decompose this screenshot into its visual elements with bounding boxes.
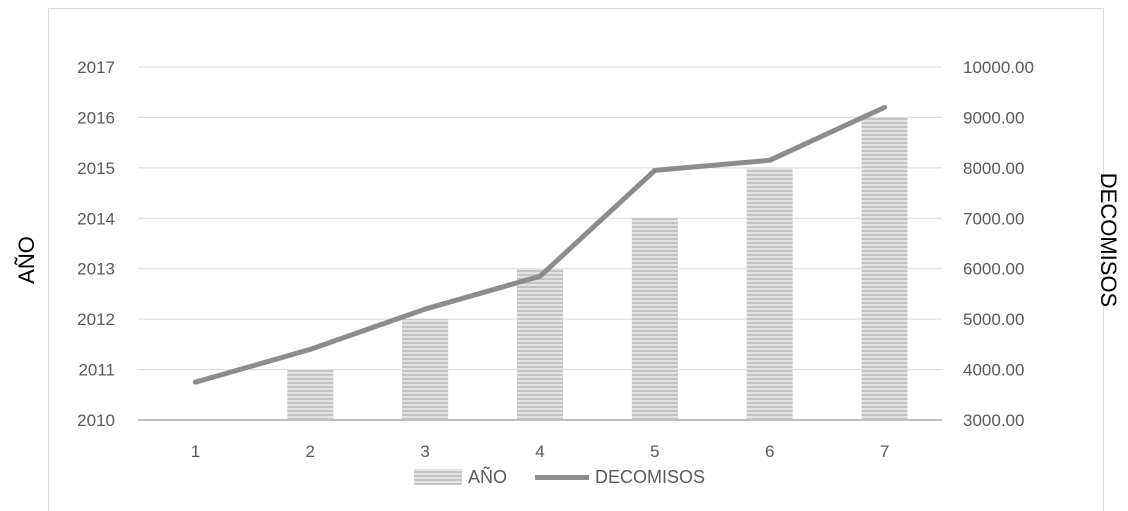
y-right-tick-label: 6000.00 (963, 260, 1024, 279)
y-left-tick-label: 2017 (77, 58, 115, 77)
y-left-tick-label: 2015 (77, 159, 115, 178)
y-right-tick-label: 5000.00 (963, 310, 1024, 329)
x-tick-label: 7 (880, 442, 889, 461)
legend-swatch-bar (414, 469, 462, 485)
bar (746, 167, 793, 420)
x-tick-label: 3 (420, 442, 429, 461)
x-tick-label: 1 (191, 442, 200, 461)
chart-frame (48, 8, 1104, 511)
y-left-tick-label: 2013 (77, 260, 115, 279)
bar (517, 268, 563, 420)
y-right-tick-label: 7000.00 (963, 209, 1024, 228)
x-tick-label: 6 (765, 442, 774, 461)
y-right-tick-label: 10000.00 (963, 58, 1034, 77)
legend-swatch-line (535, 474, 590, 480)
legend-label-line: DECOMISOS (595, 466, 706, 487)
y-left-tick-label: 2016 (77, 108, 115, 127)
y-right-tick-label: 4000.00 (963, 361, 1024, 380)
tick-labels: 2010 2011 2012 2013 2014 2015 2016 2017 3000.00 4… (77, 58, 1034, 461)
legend: AÑO DECOMISOS (414, 464, 733, 490)
y-right-tick-label: 8000.00 (963, 159, 1024, 178)
bar (631, 218, 678, 420)
bar-series (287, 117, 908, 420)
x-tick-label: 5 (650, 442, 659, 461)
bar (402, 319, 449, 420)
legend-item-bar: AÑO (414, 467, 507, 488)
legend-label-bar: AÑO (468, 466, 508, 487)
x-tick-label: 4 (535, 442, 544, 461)
y-left-tick-label: 2014 (77, 209, 115, 228)
x-tick-label: 2 (306, 442, 315, 461)
y-right-tick-label: 3000.00 (963, 411, 1024, 430)
y-left-tick-label: 2011 (78, 361, 115, 380)
legend-item-line: DECOMISOS (535, 467, 705, 488)
y-left-tick-label: 2010 (77, 411, 115, 430)
y-left-tick-label: 2012 (77, 310, 115, 329)
line-series (192, 104, 888, 385)
bar (287, 369, 334, 420)
y-right-tick-label: 9000.00 (963, 108, 1024, 127)
bar (861, 117, 908, 420)
